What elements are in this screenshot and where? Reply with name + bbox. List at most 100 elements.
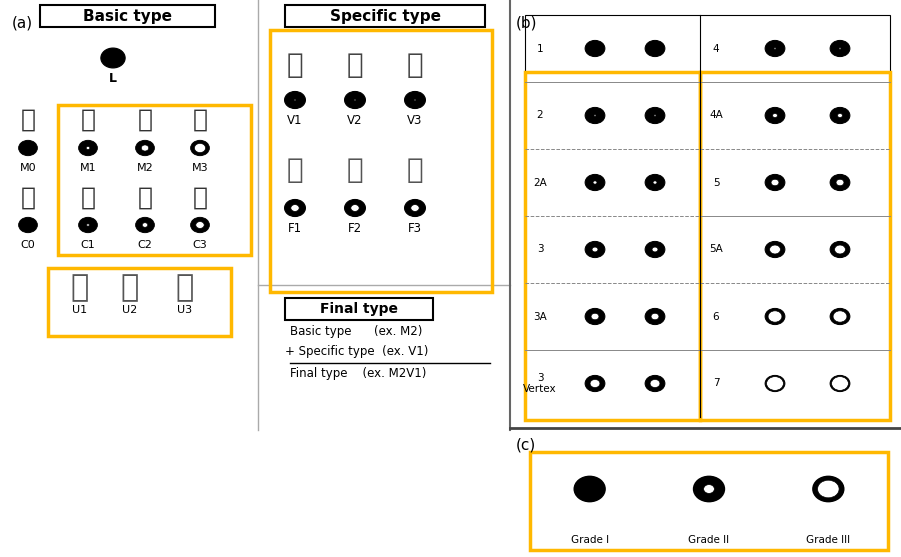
Ellipse shape: [645, 41, 665, 57]
Text: 2A: 2A: [533, 178, 547, 188]
Ellipse shape: [772, 114, 778, 118]
Text: U3: U3: [177, 305, 193, 315]
Ellipse shape: [411, 204, 419, 212]
Ellipse shape: [78, 217, 97, 233]
Bar: [700, 72, 890, 420]
Text: 4A: 4A: [709, 110, 723, 120]
Text: 🔘: 🔘: [80, 108, 96, 132]
Text: C0: C0: [21, 240, 35, 250]
Ellipse shape: [344, 199, 366, 217]
Ellipse shape: [195, 143, 205, 153]
Ellipse shape: [101, 48, 125, 68]
Ellipse shape: [86, 146, 90, 149]
Ellipse shape: [836, 179, 844, 185]
Ellipse shape: [590, 379, 600, 388]
Bar: [48, 268, 231, 336]
Text: M2: M2: [137, 163, 153, 173]
Text: 7: 7: [713, 379, 719, 388]
Ellipse shape: [350, 204, 359, 212]
Ellipse shape: [405, 91, 425, 109]
Ellipse shape: [592, 247, 598, 252]
Text: 🔘: 🔘: [193, 108, 207, 132]
Text: 🔘: 🔘: [287, 156, 304, 184]
Text: 🔘: 🔘: [138, 108, 152, 132]
Ellipse shape: [645, 174, 665, 190]
Text: 🔘: 🔘: [21, 108, 35, 132]
Ellipse shape: [839, 48, 841, 50]
Text: 🔘: 🔘: [138, 186, 152, 210]
Ellipse shape: [653, 181, 657, 184]
Ellipse shape: [344, 91, 366, 109]
Text: 🔘: 🔘: [347, 156, 363, 184]
Ellipse shape: [585, 309, 605, 325]
Ellipse shape: [817, 480, 839, 498]
Ellipse shape: [191, 140, 209, 155]
Ellipse shape: [414, 99, 416, 101]
Text: 3
Vertex: 3 Vertex: [523, 373, 557, 394]
Text: F3: F3: [408, 222, 422, 234]
Text: U2: U2: [123, 305, 138, 315]
Ellipse shape: [294, 99, 296, 101]
Ellipse shape: [585, 41, 605, 57]
Text: Basic type      (ex. M2): Basic type (ex. M2): [290, 325, 423, 339]
Bar: [40, 5, 215, 27]
Text: 🔘: 🔘: [193, 186, 207, 210]
Ellipse shape: [830, 108, 850, 124]
Text: F1: F1: [288, 222, 302, 234]
Text: 🔘: 🔘: [21, 186, 35, 210]
Text: V3: V3: [407, 114, 423, 126]
Ellipse shape: [813, 476, 843, 502]
Text: 🔘: 🔘: [71, 273, 89, 302]
Ellipse shape: [765, 108, 785, 124]
Ellipse shape: [830, 309, 850, 325]
Ellipse shape: [136, 140, 154, 155]
Text: Final type: Final type: [320, 302, 398, 316]
Text: + Specific type  (ex. V1): + Specific type (ex. V1): [285, 344, 428, 358]
Ellipse shape: [645, 241, 665, 257]
Bar: [285, 5, 485, 27]
Ellipse shape: [833, 311, 847, 322]
Ellipse shape: [191, 217, 209, 233]
Ellipse shape: [585, 174, 605, 190]
Ellipse shape: [645, 375, 665, 392]
Bar: [530, 452, 888, 550]
Ellipse shape: [767, 377, 783, 390]
Ellipse shape: [838, 114, 842, 118]
Ellipse shape: [830, 375, 850, 392]
Ellipse shape: [141, 145, 149, 151]
Text: C2: C2: [138, 240, 152, 250]
Ellipse shape: [291, 204, 299, 212]
Text: 1: 1: [537, 43, 543, 53]
Ellipse shape: [585, 375, 605, 392]
Text: F2: F2: [348, 222, 362, 234]
Ellipse shape: [771, 179, 779, 185]
Ellipse shape: [594, 115, 596, 116]
Ellipse shape: [651, 313, 659, 320]
Ellipse shape: [694, 476, 724, 502]
Bar: [525, 15, 890, 420]
Ellipse shape: [765, 174, 785, 190]
Ellipse shape: [834, 245, 845, 254]
Ellipse shape: [765, 241, 785, 257]
Ellipse shape: [19, 140, 37, 155]
Ellipse shape: [354, 99, 356, 101]
Text: U1: U1: [72, 305, 87, 315]
Text: Final type    (ex. M2V1): Final type (ex. M2V1): [290, 368, 426, 380]
Ellipse shape: [574, 476, 605, 502]
Text: Grade III: Grade III: [806, 535, 851, 545]
Text: 3: 3: [537, 245, 543, 255]
Text: 🔘: 🔘: [80, 186, 96, 210]
Bar: [58, 105, 251, 255]
Text: 🔘: 🔘: [121, 273, 139, 302]
Text: 3A: 3A: [533, 311, 547, 321]
Ellipse shape: [405, 199, 425, 217]
Ellipse shape: [774, 48, 776, 50]
Text: V2: V2: [347, 114, 363, 126]
Ellipse shape: [652, 247, 658, 252]
Ellipse shape: [19, 217, 37, 233]
Text: 🔘: 🔘: [287, 51, 304, 79]
Text: (a): (a): [12, 16, 33, 31]
Ellipse shape: [830, 241, 850, 257]
Text: M0: M0: [20, 163, 36, 173]
Ellipse shape: [142, 223, 148, 227]
